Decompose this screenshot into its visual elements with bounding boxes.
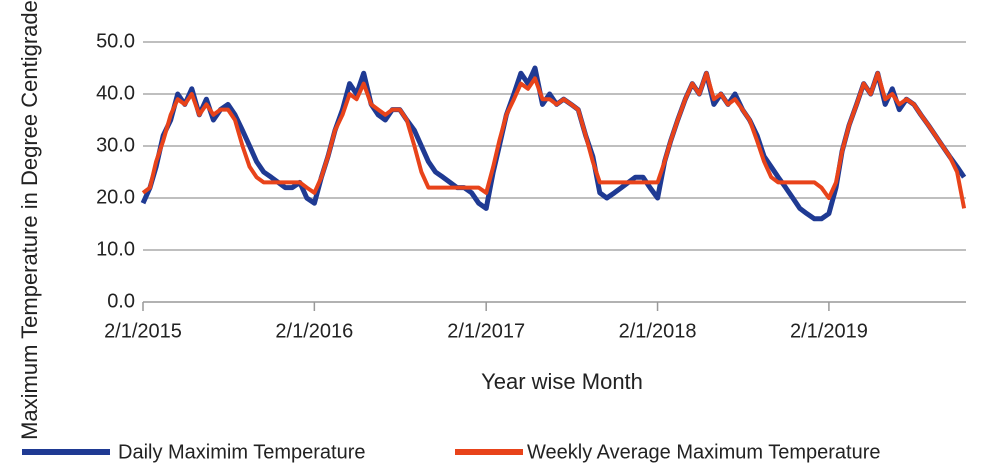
- y-tick-label: 40.0: [96, 82, 135, 104]
- x-tick-label: 2/1/2018: [619, 320, 697, 342]
- y-tick-label: 10.0: [96, 238, 135, 260]
- x-tick-label: 2/1/2015: [104, 320, 182, 342]
- y-tick-label: 50.0: [96, 30, 135, 52]
- y-tick-label: 0.0: [107, 290, 135, 312]
- x-tick-label: 2/1/2019: [790, 320, 868, 342]
- y-tick-label: 20.0: [96, 186, 135, 208]
- x-tick-label: 2/1/2017: [447, 320, 525, 342]
- y-tick-label: 30.0: [96, 134, 135, 156]
- x-tick-label: 2/1/2016: [275, 320, 353, 342]
- x-axis-label: Year wise Month: [481, 369, 643, 394]
- legend-label: Daily Maximim Temperature: [118, 441, 365, 463]
- line-series: [140, 65, 967, 222]
- y-axis-label: Maximum Temperature in Degree Centigrade: [17, 0, 42, 440]
- line-series: [141, 71, 967, 209]
- legend-label: Weekly Average Maximum Temperature: [527, 441, 881, 463]
